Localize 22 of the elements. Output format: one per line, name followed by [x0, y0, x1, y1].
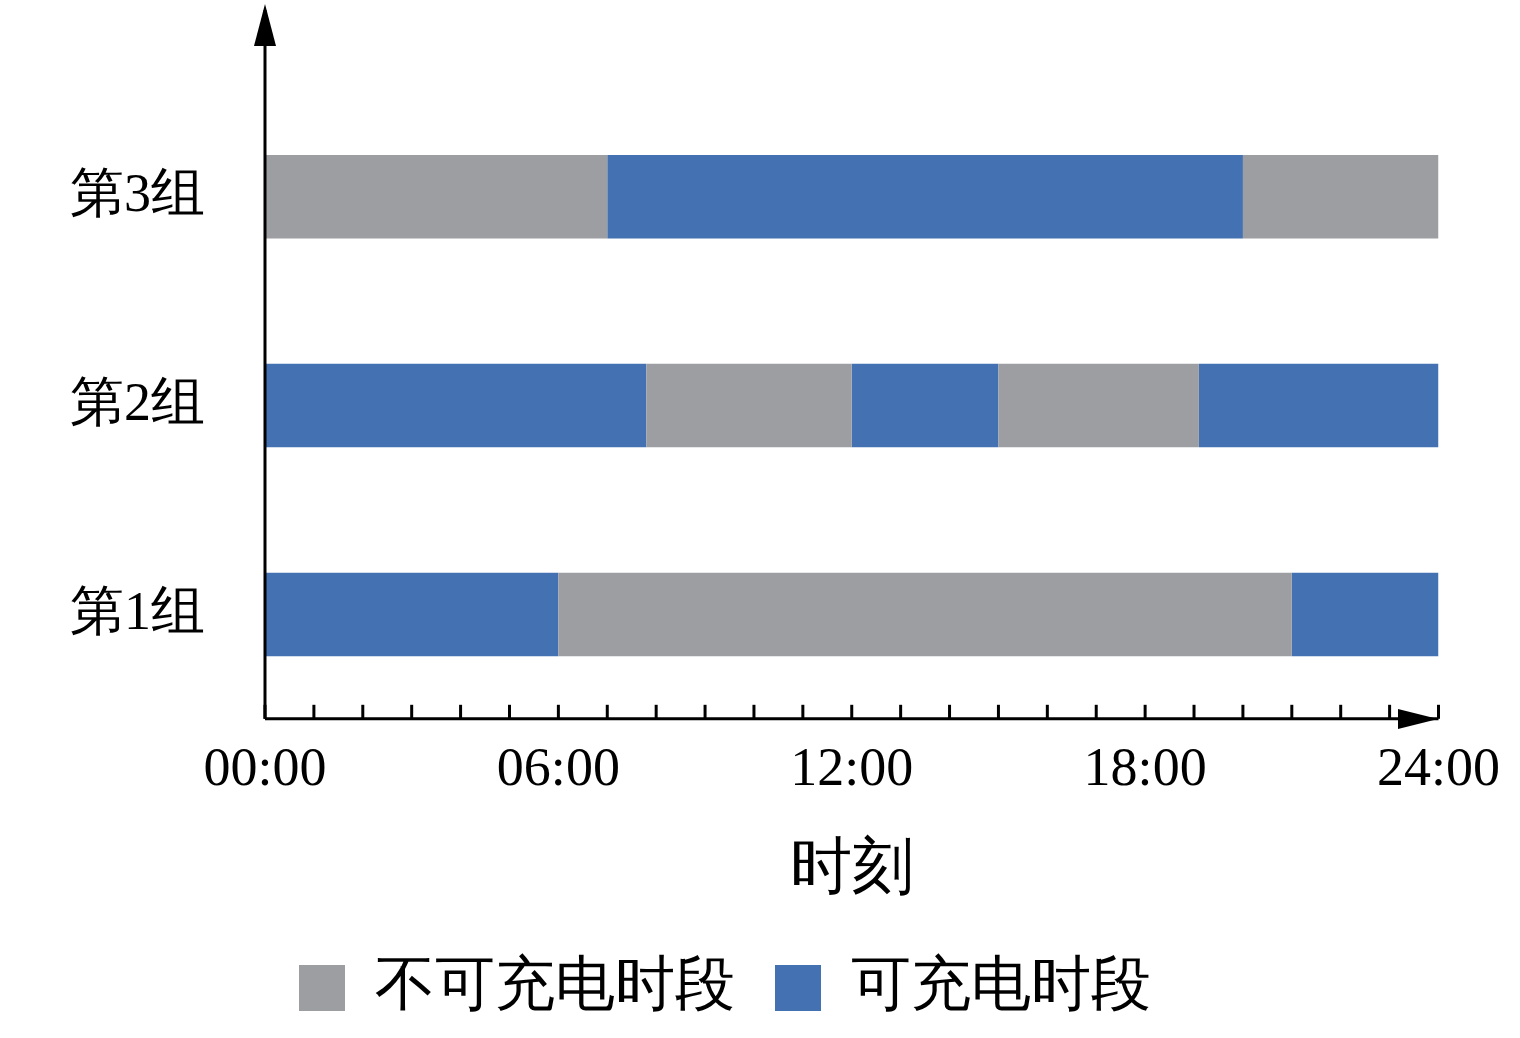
legend-label: 可充电时段: [851, 950, 1151, 1017]
bar: [265, 363, 647, 448]
x-axis-title: 时刻: [789, 832, 914, 901]
x-tick-label: 06:00: [496, 737, 620, 798]
x-tick-label: 12:00: [790, 737, 914, 798]
bar: [1291, 572, 1439, 657]
x-tick-label: 18:00: [1083, 737, 1207, 798]
bar: [1198, 363, 1439, 448]
y-tick-label: 第2组: [70, 371, 205, 432]
bar: [1242, 155, 1439, 239]
x-tick-label: 00:00: [203, 737, 327, 798]
bar: [851, 363, 999, 448]
y-tick-label: 第1组: [70, 580, 205, 641]
y-tick-label: 第3组: [70, 162, 205, 223]
bar: [607, 155, 1243, 239]
bar: [646, 363, 852, 448]
bar: [265, 572, 559, 657]
x-tick-label: 24:00: [1376, 737, 1501, 798]
legend-label: 不可充电时段: [375, 950, 735, 1017]
bar: [558, 572, 1292, 657]
bar: [265, 155, 608, 239]
bar: [998, 363, 1199, 448]
